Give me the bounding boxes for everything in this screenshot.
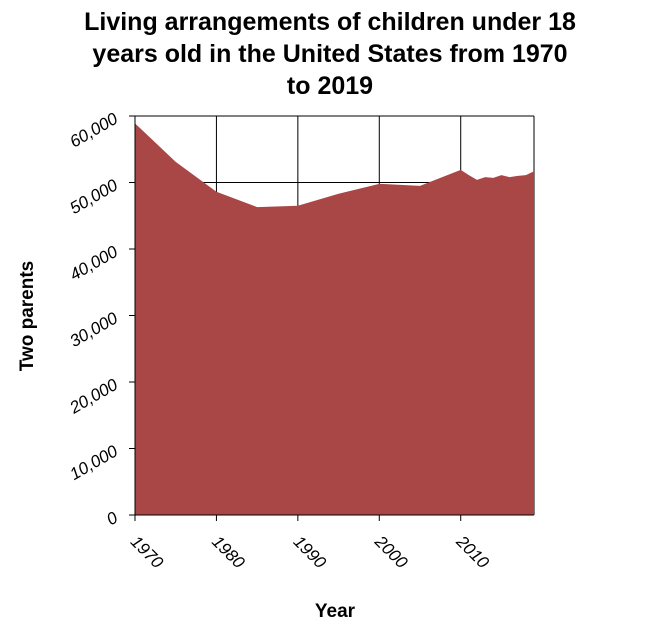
x-tick-label-1980: 1980	[208, 532, 249, 573]
x-tick-label-2010: 2010	[452, 531, 493, 572]
y-axis-title: Two parents	[17, 261, 38, 372]
y-tick-label-5: 50,000	[66, 175, 121, 218]
y-tick-label-4: 40,000	[66, 242, 121, 285]
y-tick-label-6: 60,000	[66, 109, 121, 152]
y-tick-label-0: 0	[103, 508, 121, 529]
chart-title-line-1: Living arrangements of children under 18	[84, 8, 576, 36]
chart-title-line-3: to 2019	[287, 72, 373, 100]
y-tick-label-3: 30,000	[66, 308, 121, 351]
chart-title-line-2: years old in the United States from 1970	[92, 40, 567, 68]
x-tick-label-1970: 1970	[127, 532, 168, 573]
y-tick-label-2: 20,000	[66, 375, 122, 418]
y-tick-label-1: 10,000	[66, 441, 121, 484]
x-axis-title: Year	[315, 601, 356, 622]
x-axis-ticks: 1970 1980 1990 2000 2010	[127, 515, 493, 573]
x-tick-label-2000: 2000	[370, 531, 411, 572]
y-axis-ticks: 0 10,000 20,000 30,000 40,000 50,000 60,000	[66, 109, 135, 529]
area-series-two-parents	[135, 123, 534, 515]
x-tick-label-1990: 1990	[290, 532, 331, 573]
chart-title: Living arrangements of children under 18…	[84, 8, 576, 100]
